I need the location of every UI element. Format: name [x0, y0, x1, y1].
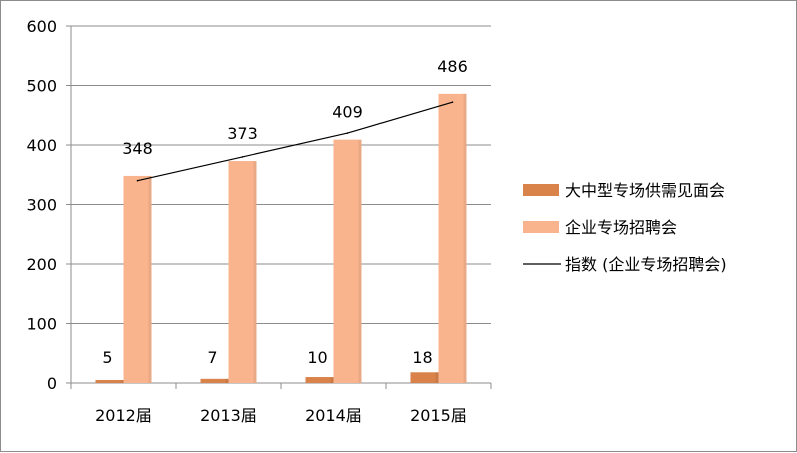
data-label: 18	[412, 348, 432, 367]
legend-swatch	[523, 221, 559, 233]
x-tick-label: 2015届	[410, 406, 467, 425]
bar-shade	[330, 377, 334, 383]
bar	[305, 377, 334, 383]
bar	[228, 161, 257, 383]
y-tick-label: 200	[26, 255, 57, 274]
trend-line-point	[451, 101, 454, 103]
trend-line-segment	[137, 156, 243, 182]
legend-swatch	[523, 184, 559, 196]
bar	[200, 378, 229, 383]
data-label: 486	[437, 57, 468, 76]
trend-line-segment	[242, 132, 348, 158]
bar-shade	[225, 378, 229, 383]
legend-label: 指数 (企业专场招聘会)	[565, 255, 727, 274]
x-tick-label: 2014届	[305, 406, 362, 425]
trend-line-point	[241, 156, 244, 158]
bar	[438, 93, 467, 383]
data-labels: 5 7 10 18 348 373 409 486	[102, 57, 467, 367]
data-label: 7	[207, 348, 217, 367]
bar	[410, 372, 439, 383]
y-tick-label: 500	[26, 77, 57, 96]
trend-line	[136, 101, 454, 182]
trend-line-point	[136, 179, 139, 182]
data-label: 10	[307, 348, 327, 367]
bar-shade	[358, 139, 362, 383]
bar	[95, 380, 124, 383]
legend-label: 企业专场招聘会	[565, 218, 677, 237]
data-label: 373	[227, 124, 258, 143]
x-tick-label: 2012届	[95, 406, 152, 425]
x-tick-label: 2013届	[200, 406, 257, 425]
y-tick-label: 400	[26, 136, 57, 155]
bar-shade	[435, 372, 439, 383]
bars	[95, 93, 467, 383]
data-label: 5	[102, 348, 112, 367]
y-tick-label: 300	[26, 196, 57, 215]
bar-shade	[253, 161, 257, 383]
data-label: 348	[122, 139, 153, 158]
bar-shade	[463, 93, 467, 383]
trend-line-segment	[347, 101, 453, 134]
data-label: 409	[332, 103, 363, 122]
legend-label: 大中型专场供需见面会	[565, 181, 725, 200]
y-tick-label: 600	[26, 17, 57, 36]
y-tick-label: 0	[47, 374, 57, 393]
y-tick-label: 100	[26, 315, 57, 334]
trend-line-point	[346, 132, 349, 134]
bar	[333, 139, 362, 383]
bar-shade	[148, 175, 152, 383]
bar	[123, 175, 152, 383]
bar-shade	[120, 380, 124, 383]
